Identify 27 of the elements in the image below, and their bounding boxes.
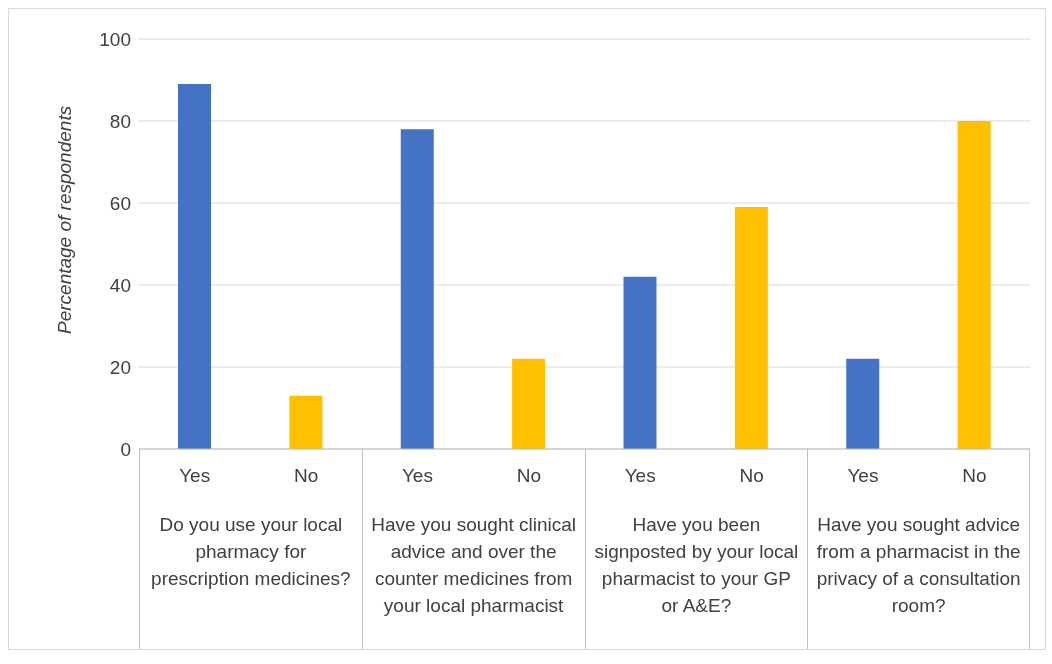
bar — [846, 358, 880, 449]
x-tick-label: No — [293, 465, 319, 487]
y-tick-label: 80 — [109, 110, 131, 132]
y-axis-title: Percentage of respondents — [53, 105, 75, 334]
x-tick-label: Yes — [401, 465, 433, 487]
y-tick-label: 40 — [109, 274, 131, 296]
bar — [623, 276, 657, 449]
text: Do you use your local pharmacy for prescription medicines? — [150, 513, 352, 591]
x-tick-label: Yes — [624, 465, 656, 487]
y-tick-label: 60 — [109, 192, 131, 214]
bar — [734, 207, 768, 449]
text: Have you sought clinical advice and over the counter medicines from your local pharmacist — [370, 513, 578, 618]
text: Have you been signposted by your local pharmacist to your GP or A&E? — [593, 513, 800, 618]
x-tick-label: No — [516, 465, 541, 487]
bar — [400, 129, 434, 449]
x-tick-label: No — [962, 465, 987, 487]
y-tick-label: 20 — [109, 356, 131, 378]
x-tick-label: No — [739, 465, 764, 487]
y-tick-label: 0 — [120, 438, 131, 460]
bar — [178, 84, 211, 449]
bar — [289, 395, 323, 449]
text: Have you sought advice from a pharmacist in the privacy of a consultation room? — [815, 513, 1022, 618]
bar — [957, 121, 991, 449]
x-tick-label: Yes — [179, 465, 211, 487]
x-tick-label: Yes — [847, 465, 879, 487]
y-tick-label: 100 — [99, 28, 131, 50]
bar — [512, 358, 546, 449]
